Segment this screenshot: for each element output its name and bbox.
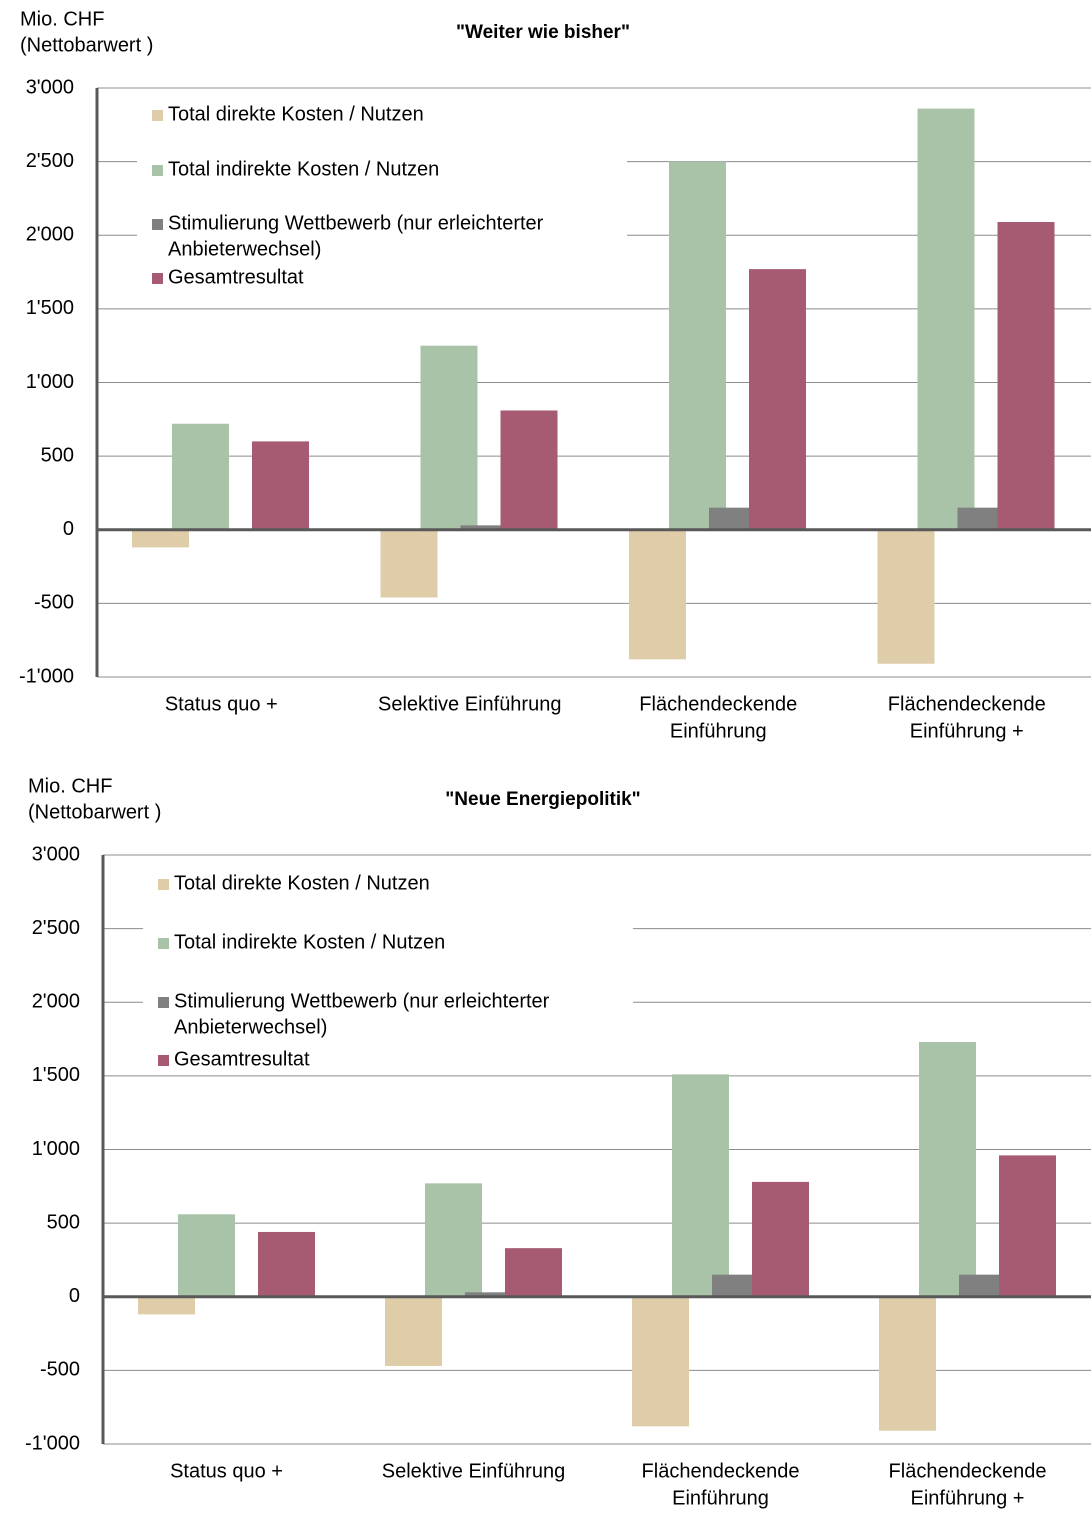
bar <box>178 1214 235 1297</box>
bar <box>385 1296 442 1366</box>
bar <box>877 529 935 664</box>
y-tick-label: 2'000 <box>26 224 74 246</box>
bar <box>172 423 229 530</box>
x-tick-label: Einführung + <box>911 1487 1025 1509</box>
legend-swatch <box>152 219 163 230</box>
chart-title: "Neue Energiepolitik" <box>445 789 640 810</box>
x-tick-label: Selektive Einführung <box>382 1460 565 1482</box>
legend-swatch <box>158 997 169 1008</box>
chart-title: "Weiter wie bisher" <box>456 22 630 43</box>
y-tick-label: 0 <box>63 518 74 540</box>
bar <box>749 269 806 530</box>
bar <box>500 410 558 530</box>
bar <box>138 1296 195 1315</box>
legend-label: Anbieterwechsel) <box>168 238 321 260</box>
legend-background <box>137 100 627 300</box>
bar <box>997 221 1055 530</box>
bar <box>752 1181 809 1297</box>
x-tick-label: Flächendeckende <box>639 693 797 715</box>
bar <box>505 1248 562 1297</box>
y-axis-label: (Nettobarwert ) <box>28 801 161 823</box>
y-axis-label: Mio. CHF <box>28 775 112 797</box>
y-tick-label: 2'000 <box>32 991 80 1013</box>
bar <box>425 1183 482 1297</box>
x-tick-label: Einführung + <box>910 720 1024 742</box>
x-tick-label: Flächendeckende <box>889 1460 1047 1482</box>
bar <box>672 1074 729 1297</box>
x-tick-label: Status quo + <box>170 1460 283 1482</box>
bar <box>632 1296 689 1427</box>
legend-label: Anbieterwechsel) <box>174 1016 327 1038</box>
y-tick-label: -500 <box>34 592 74 614</box>
x-tick-label: Flächendeckende <box>642 1460 800 1482</box>
y-tick-label: 1'000 <box>32 1138 80 1160</box>
y-tick-label: 3'000 <box>32 843 80 865</box>
bar <box>919 1042 976 1297</box>
y-tick-label: -500 <box>40 1359 80 1381</box>
bar <box>460 525 518 530</box>
legend-label: Total indirekte Kosten / Nutzen <box>174 931 445 953</box>
legend-swatch <box>152 273 163 284</box>
legend-label: Total direkte Kosten / Nutzen <box>174 872 430 894</box>
y-tick-label: -1'000 <box>19 665 74 687</box>
bar <box>465 1292 522 1297</box>
y-tick-label: 500 <box>47 1211 80 1233</box>
legend-background <box>143 867 633 1067</box>
y-tick-label: 1'500 <box>32 1064 80 1086</box>
bar <box>380 529 438 598</box>
legend-swatch <box>158 938 169 949</box>
legend-label: Total direkte Kosten / Nutzen <box>168 103 424 125</box>
bar <box>258 1231 315 1297</box>
bar <box>999 1155 1056 1297</box>
legend-label: Stimulierung Wettbewerb (nur erleichtert… <box>174 990 550 1012</box>
y-tick-label: 2'500 <box>32 917 80 939</box>
y-tick-label: 2'500 <box>26 150 74 172</box>
y-tick-label: 0 <box>69 1285 80 1307</box>
y-tick-label: 3'000 <box>26 76 74 98</box>
bar <box>669 161 726 530</box>
bar <box>420 345 478 530</box>
bar <box>629 529 686 660</box>
x-tick-label: Selektive Einführung <box>378 693 561 715</box>
legend-swatch <box>152 110 163 121</box>
legend-swatch <box>158 879 169 890</box>
y-tick-label: -1'000 <box>25 1432 80 1454</box>
bar <box>132 529 189 548</box>
y-tick-label: 500 <box>41 444 74 466</box>
legend-swatch <box>152 165 163 176</box>
y-axis-label: (Nettobarwert ) <box>20 34 153 56</box>
bar <box>252 441 309 530</box>
y-axis-label: Mio. CHF <box>20 8 104 30</box>
x-tick-label: Flächendeckende <box>888 693 1046 715</box>
x-tick-label: Einführung <box>672 1487 769 1509</box>
legend-label: Stimulierung Wettbewerb (nur erleichtert… <box>168 212 544 234</box>
x-tick-label: Status quo + <box>165 693 278 715</box>
y-tick-label: 1'000 <box>26 371 74 393</box>
bar <box>879 1296 936 1431</box>
x-tick-label: Einführung <box>670 720 767 742</box>
legend-label: Gesamtresultat <box>168 266 304 288</box>
y-tick-label: 1'500 <box>26 297 74 319</box>
legend-swatch <box>158 1055 169 1066</box>
legend-label: Total indirekte Kosten / Nutzen <box>168 158 439 180</box>
bar <box>917 108 975 530</box>
legend-label: Gesamtresultat <box>174 1048 310 1070</box>
